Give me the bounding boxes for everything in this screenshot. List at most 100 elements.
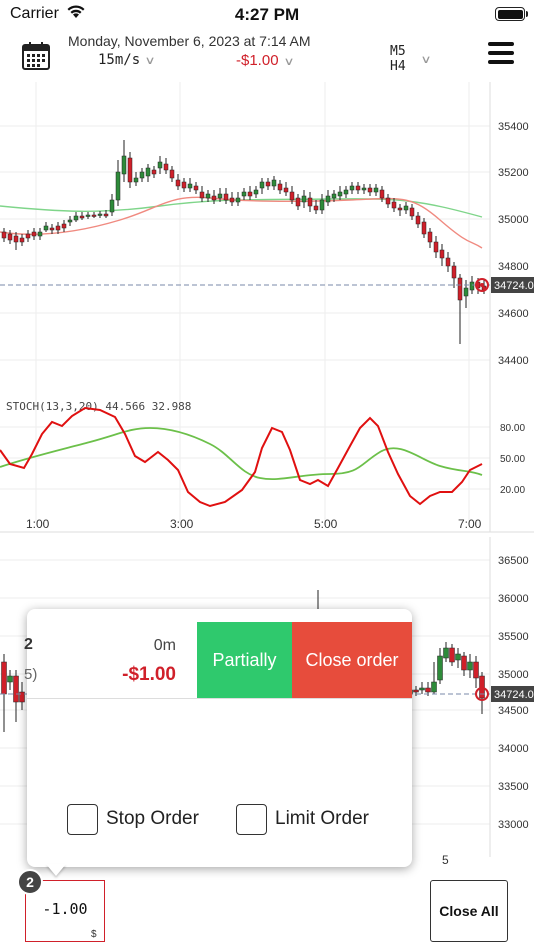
candle bbox=[259, 181, 265, 189]
candle bbox=[49, 227, 55, 231]
candle bbox=[427, 231, 433, 243]
position-marker-icon[interactable] bbox=[475, 687, 489, 701]
candle bbox=[7, 233, 13, 241]
candle bbox=[217, 193, 223, 199]
candle bbox=[229, 197, 235, 203]
candle bbox=[175, 179, 181, 187]
candle bbox=[79, 215, 85, 219]
price-label: 34000 bbox=[498, 743, 529, 755]
price-label: 34400 bbox=[498, 355, 529, 367]
candle bbox=[61, 223, 67, 229]
candle bbox=[19, 691, 25, 703]
current-price-text: 34724.0 bbox=[494, 280, 534, 292]
main-chart-grid bbox=[0, 82, 490, 522]
stoch-signal-line bbox=[0, 427, 483, 481]
candle bbox=[421, 221, 427, 235]
candle bbox=[127, 157, 133, 183]
position-marker-icon[interactable] bbox=[475, 278, 489, 292]
candle bbox=[37, 231, 43, 237]
candle bbox=[443, 647, 449, 659]
stop-order-option[interactable]: Stop Order bbox=[67, 803, 199, 835]
candle bbox=[1, 661, 7, 695]
candle bbox=[139, 171, 145, 179]
candle bbox=[337, 191, 343, 197]
ma-fast-line bbox=[0, 196, 483, 249]
popup-divider bbox=[27, 698, 412, 699]
candle bbox=[31, 231, 37, 237]
chevron-down-icon[interactable]: ∨ bbox=[420, 53, 432, 66]
time-label: 1:00 bbox=[26, 517, 50, 531]
candle bbox=[145, 167, 151, 177]
time-label: 5 bbox=[442, 853, 449, 867]
position-marker-dot bbox=[480, 283, 484, 287]
indicator-label: STOCH(13,3,20) 44.566 32.988 bbox=[6, 400, 191, 413]
candle bbox=[361, 187, 367, 191]
candle bbox=[455, 653, 461, 661]
candle bbox=[193, 185, 199, 191]
status-time: 4:27 PM bbox=[234, 5, 300, 24]
candle bbox=[223, 193, 229, 201]
price-label: 35200 bbox=[498, 167, 529, 179]
price-label: 34500 bbox=[498, 705, 529, 717]
candle bbox=[349, 185, 355, 191]
candle bbox=[451, 265, 457, 279]
chevron-down-icon: ∨ bbox=[144, 54, 156, 67]
stop-order-checkbox[interactable] bbox=[67, 803, 98, 835]
stop-order-label: Stop Order bbox=[106, 808, 199, 829]
candle bbox=[277, 183, 283, 191]
candle bbox=[151, 169, 157, 175]
candle bbox=[379, 189, 385, 199]
time-label: 7:00 bbox=[458, 517, 482, 531]
close-order-button[interactable]: Close order bbox=[292, 622, 412, 698]
close-all-button[interactable]: Close All bbox=[430, 880, 508, 942]
candle bbox=[313, 205, 319, 211]
candle bbox=[241, 191, 247, 197]
main-price-axis: 35400 35200 35000 34800 34600 34400 bbox=[498, 121, 529, 367]
header-date[interactable]: Monday, November 6, 2023 at 7:14 AM bbox=[68, 33, 311, 49]
candle bbox=[187, 183, 193, 189]
candle bbox=[43, 225, 49, 231]
candle bbox=[19, 237, 25, 243]
stoch-level: 50.00 bbox=[500, 454, 525, 465]
lot-size-button[interactable] bbox=[25, 880, 105, 942]
candle bbox=[301, 195, 307, 203]
speed-selector[interactable]: 15m/s ∨ bbox=[98, 52, 156, 68]
order-duration: 0m bbox=[153, 637, 176, 654]
price-label: 35000 bbox=[498, 669, 529, 681]
price-label: 36000 bbox=[498, 593, 529, 605]
partially-close-button[interactable]: Partially bbox=[197, 622, 292, 698]
candle bbox=[425, 687, 431, 693]
candle bbox=[7, 675, 13, 683]
candle bbox=[457, 277, 463, 301]
candle bbox=[1, 231, 7, 239]
battery-icon bbox=[495, 7, 525, 21]
candle bbox=[367, 187, 373, 193]
menu-button[interactable] bbox=[488, 42, 514, 64]
timeframe-selector[interactable]: M5 H4 bbox=[390, 44, 406, 74]
candle bbox=[331, 193, 337, 199]
stoch-axis: 80.00 50.00 20.00 bbox=[500, 423, 525, 496]
candle bbox=[115, 171, 121, 201]
candle bbox=[355, 185, 361, 191]
price-label: 34600 bbox=[498, 308, 529, 320]
hamburger-icon bbox=[488, 42, 514, 46]
limit-order-option[interactable]: Limit Order bbox=[236, 803, 369, 835]
time-label: 5:00 bbox=[314, 517, 338, 531]
pnl-selector[interactable]: -$1.00 ∨ bbox=[236, 52, 294, 69]
candle bbox=[211, 195, 217, 201]
hamburger-line bbox=[488, 60, 514, 64]
candle bbox=[449, 647, 455, 663]
candle bbox=[73, 215, 79, 221]
candle bbox=[55, 225, 61, 231]
candle bbox=[163, 163, 169, 171]
candle bbox=[205, 193, 211, 199]
limit-order-checkbox[interactable] bbox=[236, 803, 267, 835]
candle bbox=[199, 191, 205, 199]
candle bbox=[439, 249, 445, 259]
open-orders-badge[interactable]: 2 bbox=[17, 869, 43, 895]
candle bbox=[437, 655, 443, 681]
calendar-button[interactable] bbox=[20, 40, 52, 72]
candle bbox=[419, 687, 425, 691]
candle bbox=[307, 197, 313, 207]
wifi-icon bbox=[67, 5, 85, 18]
